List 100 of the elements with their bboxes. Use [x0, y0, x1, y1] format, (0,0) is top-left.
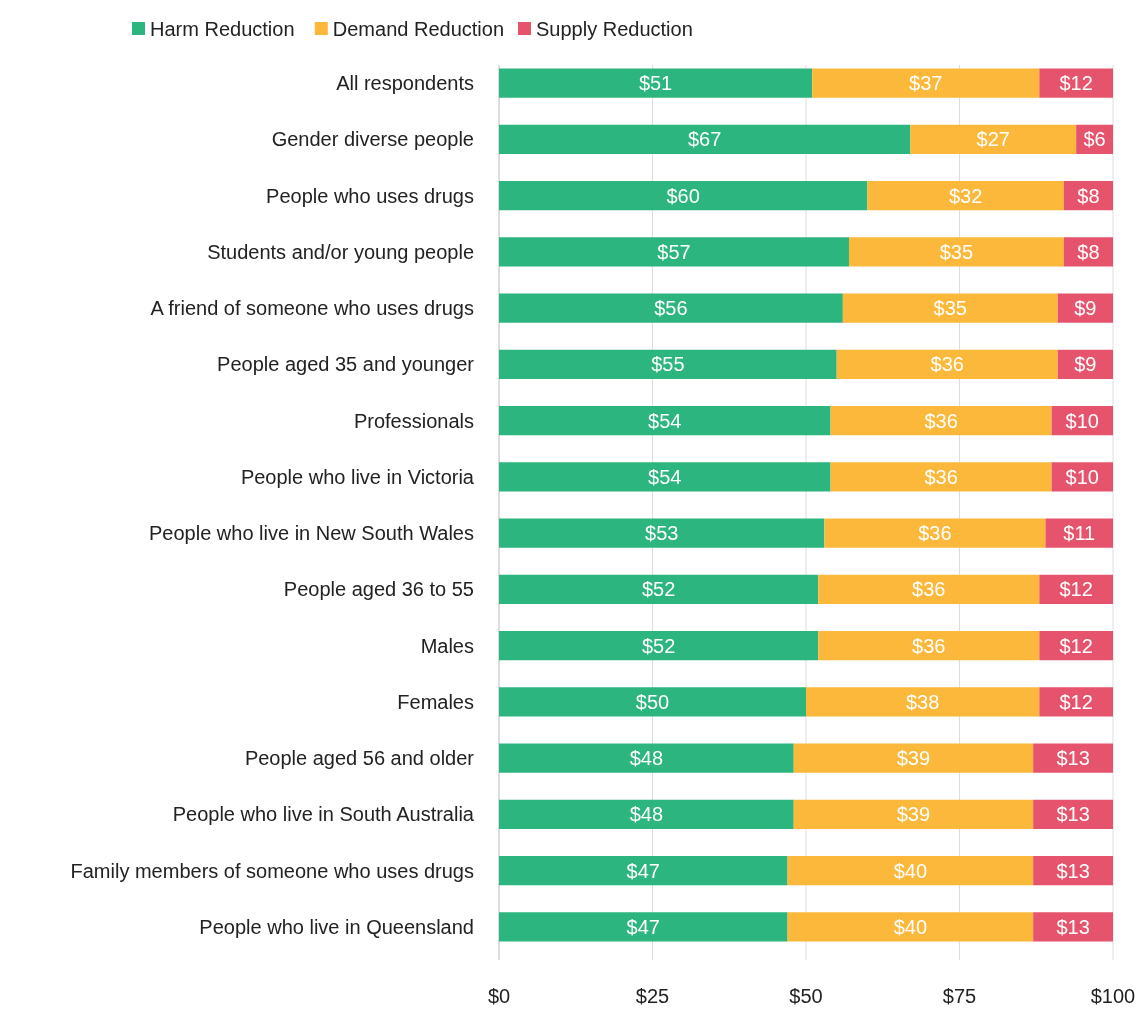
data-label: $55	[651, 353, 685, 376]
bar	[499, 574, 819, 604]
x-tick-label: $100	[1090, 985, 1136, 1007]
data-label: $39	[896, 803, 931, 826]
data-label: $40	[893, 915, 928, 938]
data-label: $56	[654, 297, 688, 320]
x-tick-label: $50	[789, 985, 823, 1007]
data-label: $48	[629, 747, 664, 770]
data-label: $60	[666, 184, 700, 207]
legend-label: Demand Reduction	[332, 18, 505, 40]
bar	[499, 68, 813, 98]
y-tick-label: All respondents	[336, 72, 474, 95]
bar	[499, 181, 868, 211]
data-label: $10	[1065, 409, 1099, 432]
data-label: $13	[1056, 803, 1090, 826]
bar	[830, 462, 1052, 492]
bar	[818, 631, 1040, 661]
bar	[806, 687, 1040, 717]
data-label: $11	[1063, 522, 1096, 545]
data-label: $9	[1074, 353, 1097, 376]
y-tick-label: People who live in Victoria	[240, 465, 475, 488]
data-label: $12	[1059, 72, 1093, 95]
bar	[787, 856, 1034, 886]
y-tick-label: People who live in Queensland	[199, 915, 474, 938]
legend-label: Harm Reduction	[150, 18, 295, 40]
bar	[818, 574, 1040, 604]
data-label: $54	[648, 465, 682, 488]
data-label: $36	[912, 578, 946, 601]
data-label: $8	[1077, 184, 1100, 207]
bar	[1039, 687, 1113, 717]
x-tick-label: $0	[487, 985, 511, 1007]
data-label: $47	[626, 859, 660, 882]
y-tick-label: People aged 56 and older	[244, 747, 475, 770]
y-tick-label: Family members of someone who uses drugs	[70, 859, 474, 882]
legend-label: Supply Reduction	[536, 18, 693, 40]
data-label: $36	[918, 522, 952, 545]
bar	[499, 518, 825, 548]
data-label: $12	[1059, 634, 1093, 657]
bar	[499, 631, 819, 661]
bar	[499, 237, 849, 267]
data-label: $13	[1056, 859, 1090, 882]
data-label: $35	[939, 240, 974, 263]
x-tick-label: $75	[942, 985, 977, 1007]
data-label: $37	[909, 72, 943, 95]
y-tick-label: People who live in South Australia	[172, 803, 475, 826]
y-tick-label: People who live in New South Wales	[149, 522, 474, 545]
y-tick-label: People aged 35 and younger	[217, 353, 475, 376]
data-label: $36	[912, 634, 946, 657]
data-label: $13	[1056, 747, 1090, 770]
data-label: $32	[948, 184, 983, 207]
data-label: $40	[893, 859, 928, 882]
data-label: $27	[976, 128, 1010, 151]
data-label: $6	[1083, 128, 1106, 151]
data-label: $48	[629, 803, 664, 826]
y-tick-label: Gender diverse people	[271, 128, 474, 151]
data-label: $52	[641, 634, 676, 657]
bar	[793, 799, 1034, 829]
bar	[793, 743, 1034, 773]
bar	[499, 349, 837, 379]
bar	[812, 68, 1040, 98]
data-label: $54	[648, 409, 682, 432]
x-tick-label: $25	[635, 985, 670, 1007]
data-label: $67	[688, 128, 722, 151]
bar	[499, 124, 911, 154]
bar	[824, 518, 1046, 548]
y-tick-label: People aged 36 to 55	[283, 578, 474, 601]
data-label: $36	[930, 353, 964, 376]
data-label: $35	[933, 297, 967, 320]
data-label: $36	[924, 409, 958, 432]
data-label: $9	[1074, 297, 1097, 320]
bar	[867, 181, 1064, 211]
data-label: $57	[657, 240, 691, 263]
y-tick-label: A friend of someone who uses drugs	[150, 297, 474, 320]
data-label: $39	[896, 747, 931, 770]
bar	[499, 743, 794, 773]
bar	[830, 406, 1052, 436]
bar	[787, 912, 1034, 942]
data-label: $47	[626, 915, 660, 938]
data-label: $13	[1056, 915, 1090, 938]
data-label: $8	[1077, 240, 1100, 263]
data-label: $36	[924, 465, 958, 488]
bar	[842, 293, 1058, 323]
bar	[499, 912, 788, 942]
bar	[499, 293, 843, 323]
data-label: $52	[641, 578, 676, 601]
bar	[499, 462, 831, 492]
bar	[836, 349, 1058, 379]
y-tick-label: Professionals	[353, 409, 474, 432]
y-tick-label: Students and/or young people	[207, 240, 474, 263]
bar	[499, 687, 806, 717]
bar	[499, 856, 788, 886]
data-label: $53	[645, 522, 679, 545]
y-tick-label: Males	[420, 634, 474, 657]
data-label: $10	[1065, 465, 1099, 488]
bar	[499, 406, 831, 436]
data-label: $12	[1059, 690, 1093, 713]
data-label: $38	[905, 690, 940, 713]
bar	[1033, 912, 1113, 942]
bar	[848, 237, 1064, 267]
data-label: $12	[1059, 578, 1093, 601]
